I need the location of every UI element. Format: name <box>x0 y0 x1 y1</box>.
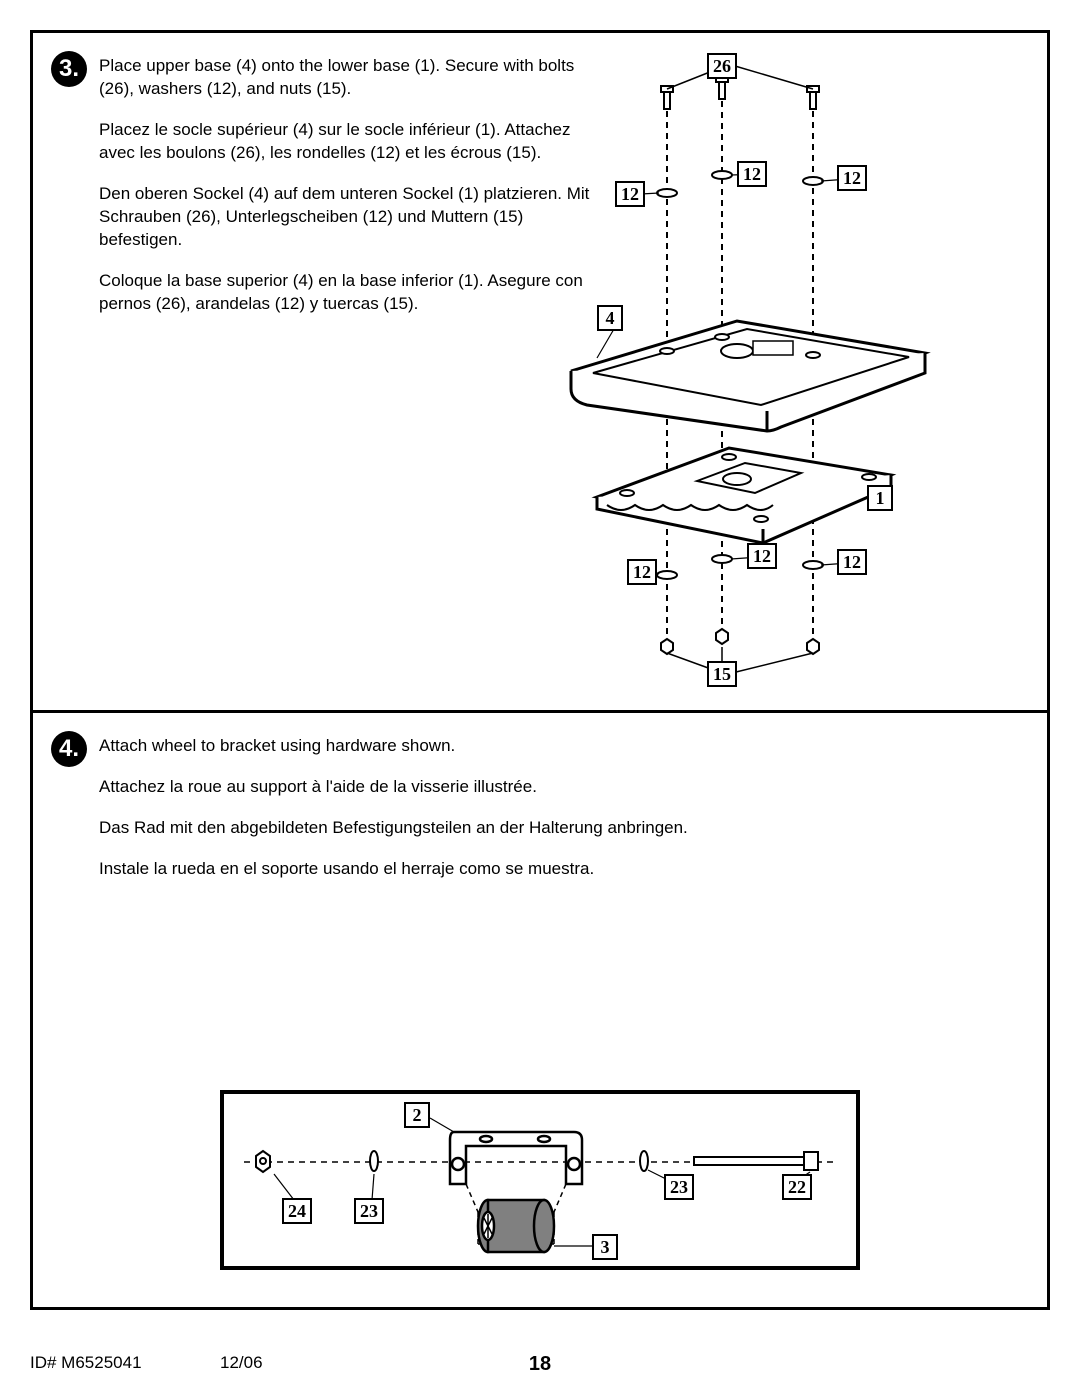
step-4-text-en: Attach wheel to bracket using hardware s… <box>99 735 739 758</box>
footer-page-number: 18 <box>529 1353 551 1376</box>
step-4: 4. Attach wheel to bracket using hardwar… <box>33 713 1047 1310</box>
exploded-view-svg <box>537 53 997 693</box>
callout-12: 12 <box>837 165 867 191</box>
step-4-text-fr: Attachez la roue au support à l'aide de … <box>99 776 739 799</box>
callout-3: 3 <box>592 1234 618 1260</box>
footer-id: ID# M6525041 <box>30 1353 142 1373</box>
step-4-text-de: Das Rad mit den abgebildeten Befestigung… <box>99 817 739 840</box>
callout-12: 12 <box>747 543 777 569</box>
step-4-instructions: Attach wheel to bracket using hardware s… <box>99 735 739 899</box>
callout-4: 4 <box>597 305 623 331</box>
callout-12: 12 <box>627 559 657 585</box>
callout-23: 23 <box>664 1174 694 1200</box>
step-3-text-fr: Placez le socle supérieur (4) sur le soc… <box>99 119 599 165</box>
callout-22: 22 <box>782 1174 812 1200</box>
callout-2: 2 <box>404 1102 430 1128</box>
page: 3. Place upper base (4) onto the lower b… <box>0 0 1080 1397</box>
callout-12: 12 <box>615 181 645 207</box>
callout-15: 15 <box>707 661 737 687</box>
outer-frame: 3. Place upper base (4) onto the lower b… <box>30 30 1050 1310</box>
step-3-instructions: Place upper base (4) onto the lower base… <box>99 55 599 333</box>
wheel-assembly-svg <box>224 1094 856 1266</box>
step-number-badge: 3. <box>51 51 87 87</box>
step-3-diagram: 26 12 12 12 4 1 12 12 12 15 <box>537 53 997 693</box>
callout-26: 26 <box>707 53 737 79</box>
callout-12: 12 <box>737 161 767 187</box>
callout-1: 1 <box>867 485 893 511</box>
page-footer: ID# M6525041 12/06 18 <box>30 1353 1050 1381</box>
footer-date: 12/06 <box>220 1353 263 1373</box>
callout-12: 12 <box>837 549 867 575</box>
callout-23: 23 <box>354 1198 384 1224</box>
step-3-text-en: Place upper base (4) onto the lower base… <box>99 55 599 101</box>
step-number-badge: 4. <box>51 731 87 767</box>
step-3-text-es: Coloque la base superior (4) en la base … <box>99 270 599 316</box>
step-3-text-de: Den oberen Sockel (4) auf dem unteren So… <box>99 183 599 252</box>
step-4-text-es: Instale la rueda en el soporte usando el… <box>99 858 739 881</box>
step-3: 3. Place upper base (4) onto the lower b… <box>33 33 1047 713</box>
step-4-diagram-frame: 2 24 23 3 23 22 <box>220 1090 860 1270</box>
callout-24: 24 <box>282 1198 312 1224</box>
